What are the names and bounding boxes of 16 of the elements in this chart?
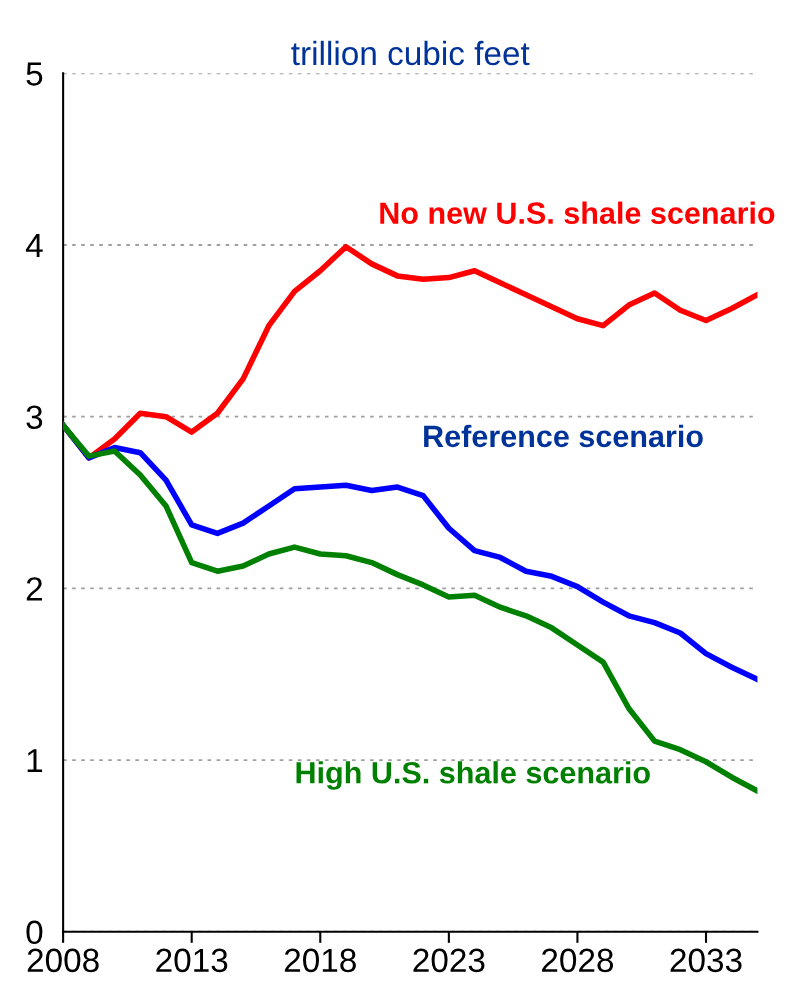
series-label: No new U.S. shale scenario [380,201,775,224]
series-label: High U.S. shale scenario [296,761,650,790]
chart-title: trillion cubic feet [291,40,530,66]
x-tick-label: 2018 [284,948,356,973]
y-tick-label: 0 [26,920,43,945]
x-tick-label: 2008 [27,948,99,973]
y-tick-label: 3 [26,405,43,430]
x-tick-label: 2028 [542,948,614,973]
x-tick-label: 2023 [413,948,485,973]
y-tick-label: 4 [25,234,43,258]
x-tick-label: 2033 [670,948,742,973]
y-tick-label: 5 [26,62,43,86]
x-tick-label: 2013 [156,948,228,973]
y-tick-label: 1 [27,749,43,773]
y-tick-label: 2 [26,577,42,601]
series-label: Reference scenario [424,424,703,448]
